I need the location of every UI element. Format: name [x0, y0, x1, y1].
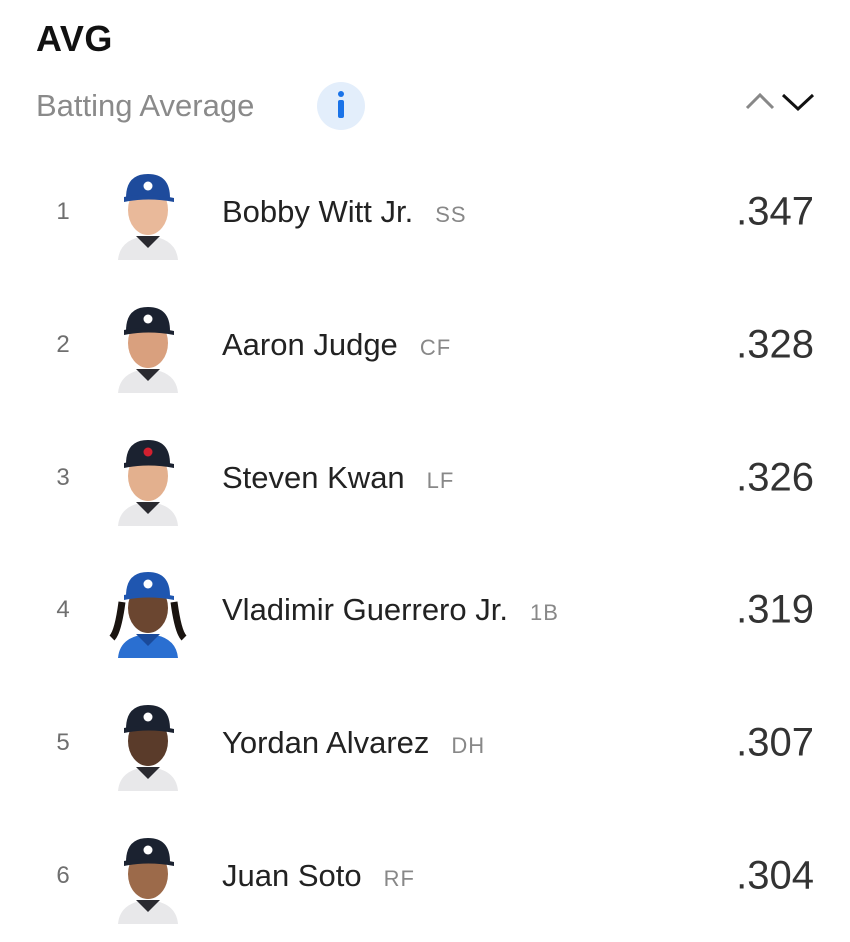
rank: 1 [56, 198, 70, 226]
rank: 6 [56, 861, 70, 889]
player-position: 1B [529, 600, 559, 626]
stat-value: .307 [736, 720, 814, 765]
player-photo [118, 174, 178, 261]
player-name: Steven Kwan [222, 459, 405, 495]
rank: 3 [56, 463, 70, 491]
leader-list: 1 Bobby Witt Jr. SS .347 2 Aaron Judge CF .328 3… [0, 146, 850, 942]
rank: 4 [56, 596, 70, 624]
player: Steven Kwan LF [222, 460, 454, 496]
title: AVG [36, 18, 113, 59]
leader-row: 2 Aaron Judge CF .328 [0, 279, 850, 412]
player-position: LF [426, 467, 455, 493]
rank: 5 [56, 729, 70, 757]
player: Aaron Judge CF [222, 327, 451, 363]
player-photo [118, 705, 178, 792]
player-photo [109, 572, 187, 659]
player-position: CF [419, 335, 452, 361]
player-name: Aaron Judge [222, 327, 398, 363]
stat-value: .319 [736, 587, 814, 632]
stat-value: .304 [736, 853, 814, 898]
stat-value: .328 [736, 322, 814, 367]
leader-row: 6 Juan Soto RF .304 [0, 809, 850, 942]
sort-toggle[interactable] [744, 88, 818, 114]
player-photo [118, 439, 178, 526]
rank: 2 [56, 331, 70, 359]
player-photo [118, 307, 178, 394]
player: Bobby Witt Jr. SS [222, 194, 467, 230]
player-photo [118, 837, 178, 924]
leader-row: 5 Yordan Alvarez DH .307 [0, 677, 850, 810]
player-name: Bobby Witt Jr. [222, 194, 414, 230]
player-name: Juan Soto [222, 857, 362, 893]
leader-row: 4 Vladimir Guerrero Jr. 1B .319 [0, 544, 850, 677]
subtitle: Batting Average [36, 88, 255, 123]
player: Yordan Alvarez DH [222, 725, 485, 761]
player-name: Yordan Alvarez [222, 725, 430, 761]
player-position: SS [435, 202, 467, 228]
leader-row: 3 Steven Kwan LF .326 [0, 411, 850, 544]
leader-row: 1 Bobby Witt Jr. SS .347 [0, 146, 850, 279]
player: Juan Soto RF [222, 858, 415, 894]
player-position: DH [451, 733, 486, 759]
player-position: RF [383, 865, 415, 891]
info-button[interactable] [316, 81, 366, 131]
player: Vladimir Guerrero Jr. 1B [222, 592, 559, 628]
player-name: Vladimir Guerrero Jr. [222, 592, 508, 628]
stat-value: .326 [736, 455, 814, 500]
stat-value: .347 [736, 189, 814, 234]
